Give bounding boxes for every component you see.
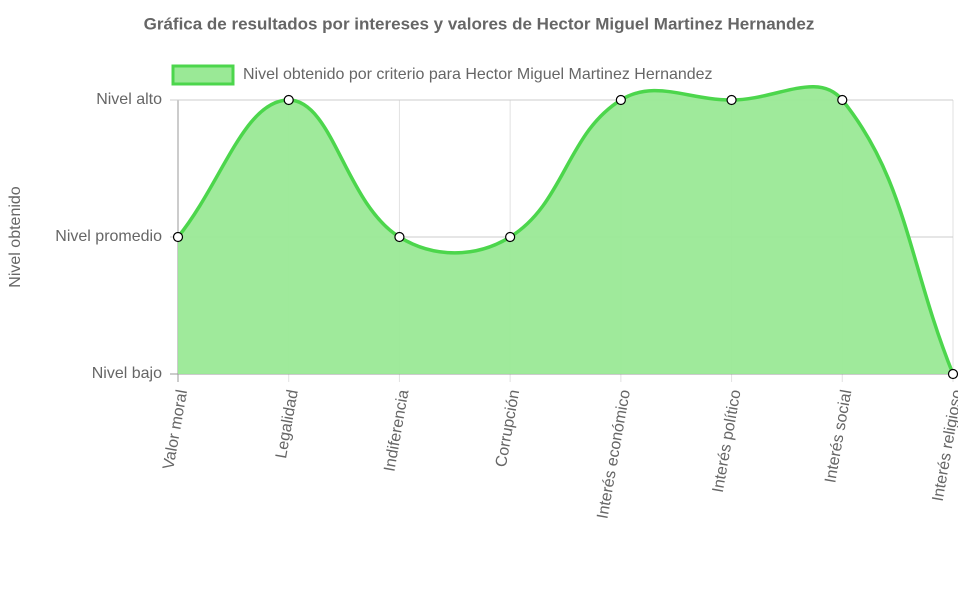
data-point — [283, 94, 294, 106]
x-tick-label: Indiferencia — [381, 388, 412, 473]
legend-label: Nivel obtenido por criterio para Hector … — [243, 66, 713, 83]
data-point — [172, 231, 184, 243]
y-axis-title: Nivel obtenido — [7, 186, 24, 288]
x-tick-label: Legalidad — [273, 388, 302, 459]
x-tick-label: Corrupción — [493, 388, 523, 468]
chart-title: Gráfica de resultados por intereses y va… — [144, 14, 815, 33]
x-tick-label: Interés religioso — [930, 388, 958, 502]
y-tick-label: Nivel bajo — [92, 365, 162, 382]
x-tick-label: Valor moral — [160, 388, 191, 470]
x-tick-label: Interés político — [710, 388, 745, 494]
data-point — [947, 368, 958, 380]
x-tick-label: Interés económico — [595, 388, 634, 520]
data-point — [837, 94, 848, 106]
data-point — [394, 231, 405, 243]
x-tick-label: Interés social — [822, 388, 855, 484]
legend-swatch — [171, 64, 235, 86]
data-point — [505, 231, 516, 243]
y-tick-label: Nivel alto — [96, 91, 162, 108]
data-point — [726, 94, 737, 106]
area-fill — [178, 86, 953, 374]
data-point — [615, 94, 626, 106]
y-tick-label: Nivel promedio — [55, 228, 162, 245]
